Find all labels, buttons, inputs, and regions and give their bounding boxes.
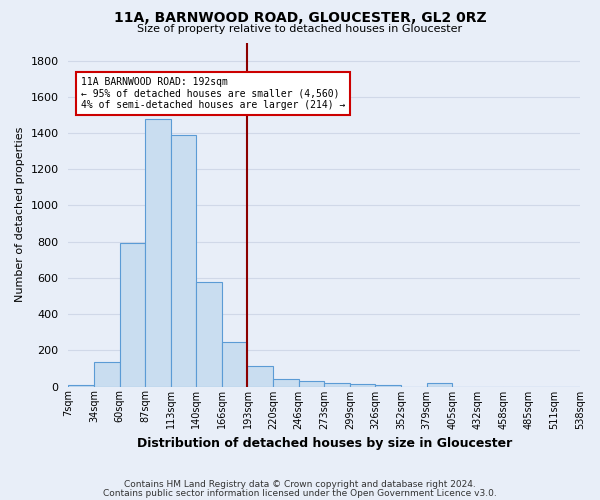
Text: 11A, BARNWOOD ROAD, GLOUCESTER, GL2 0RZ: 11A, BARNWOOD ROAD, GLOUCESTER, GL2 0RZ xyxy=(113,11,487,25)
Bar xyxy=(273,379,299,386)
Bar xyxy=(247,366,273,386)
Bar xyxy=(376,384,401,386)
Bar xyxy=(299,382,324,386)
Bar xyxy=(350,384,376,386)
Bar xyxy=(324,384,350,386)
Text: Contains public sector information licensed under the Open Government Licence v3: Contains public sector information licen… xyxy=(103,489,497,498)
Bar xyxy=(171,135,196,386)
Bar xyxy=(119,242,145,386)
Bar xyxy=(222,342,247,386)
Bar xyxy=(427,382,452,386)
Text: Size of property relative to detached houses in Gloucester: Size of property relative to detached ho… xyxy=(137,24,463,34)
X-axis label: Distribution of detached houses by size in Gloucester: Distribution of detached houses by size … xyxy=(137,437,512,450)
Bar xyxy=(145,118,171,386)
Bar xyxy=(94,362,119,386)
Bar xyxy=(68,384,94,386)
Text: Contains HM Land Registry data © Crown copyright and database right 2024.: Contains HM Land Registry data © Crown c… xyxy=(124,480,476,489)
Text: 11A BARNWOOD ROAD: 192sqm
← 95% of detached houses are smaller (4,560)
4% of sem: 11A BARNWOOD ROAD: 192sqm ← 95% of detac… xyxy=(81,77,346,110)
Y-axis label: Number of detached properties: Number of detached properties xyxy=(15,127,25,302)
Bar xyxy=(196,282,222,387)
